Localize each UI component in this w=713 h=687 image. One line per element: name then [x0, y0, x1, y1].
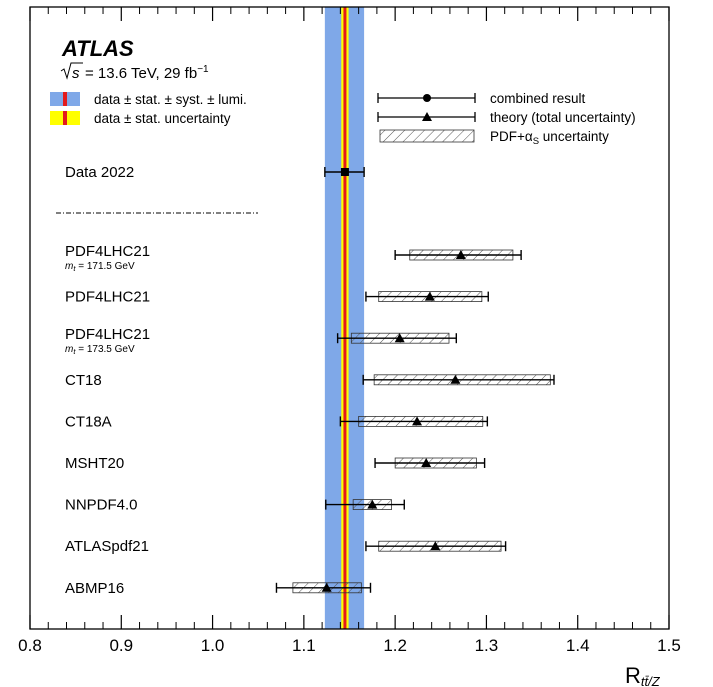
- prediction-row: CT18: [65, 372, 555, 389]
- prediction-label: ATLASpdf21: [65, 538, 149, 555]
- legend-total-label: data ± stat. ± syst. ± lumi.: [94, 92, 247, 107]
- theory-marker: [424, 291, 435, 301]
- prediction-row: PDF4LHC21: [65, 289, 489, 306]
- sqrt-symbol: [60, 62, 83, 80]
- prediction-row: MSHT20: [65, 455, 486, 472]
- legend-stat-central: [63, 111, 67, 125]
- prediction-label: PDF4LHC21: [65, 326, 150, 343]
- svg-text:= 13.6 TeV, 29 fb−1: = 13.6 TeV, 29 fb−1: [85, 64, 209, 82]
- theory-marker: [450, 374, 461, 384]
- data-bands: [324, 7, 365, 629]
- x-tick-label: 0.9: [109, 636, 133, 655]
- prediction-label: CT18: [65, 372, 102, 389]
- legend-circle-marker: [423, 94, 431, 102]
- prediction-label: PDF4LHC21: [65, 243, 150, 260]
- data-marker: [340, 168, 349, 176]
- x-tick-label: 0.8: [18, 636, 42, 655]
- prediction-label: NNPDF4.0: [65, 497, 138, 514]
- data-row: Data 2022: [65, 164, 365, 181]
- legend-theory-label: theory (total uncertainty): [490, 110, 636, 125]
- theory-marker: [412, 416, 423, 426]
- data-row-label: Data 2022: [65, 164, 134, 181]
- legend-pdf-label: PDF+αS uncertainty: [490, 129, 609, 147]
- theory-marker: [367, 499, 378, 509]
- legend-total-central: [63, 92, 67, 106]
- prediction-label: CT18A: [65, 413, 112, 430]
- prediction-row: ABMP16: [65, 580, 372, 597]
- x-tick-label: 1.4: [566, 636, 590, 655]
- prediction-row: CT18A: [65, 413, 489, 430]
- x-axis-title: Rtt̄/Z: [625, 663, 661, 687]
- x-tick-label: 1.2: [383, 636, 407, 655]
- x-tick-label: 1.1: [292, 636, 316, 655]
- data-central-line: [343, 7, 347, 629]
- svg-text:s: s: [72, 65, 80, 82]
- plot-frame: [29, 6, 670, 630]
- experiment-label: ATLAS: [61, 36, 134, 61]
- prediction-row: NNPDF4.0: [65, 497, 405, 514]
- theory-marker: [321, 582, 332, 592]
- prediction-label: ABMP16: [65, 580, 124, 597]
- prediction-label: MSHT20: [65, 455, 124, 472]
- legend-stat-label: data ± stat. uncertainty: [94, 111, 231, 126]
- legend-triangle-marker: [422, 112, 432, 121]
- theory-marker: [394, 333, 405, 343]
- prediction-row: ATLASpdf21: [65, 538, 507, 555]
- prediction-label: PDF4LHC21: [65, 289, 150, 306]
- prediction-sublabel: mt = 171.5 GeV: [65, 261, 135, 273]
- legend-right: combined result theory (total uncertaint…: [377, 91, 636, 147]
- legend-left: data ± stat. ± syst. ± lumi. data ± stat…: [50, 92, 247, 126]
- legend-combined-label: combined result: [490, 91, 586, 106]
- theory-marker: [430, 541, 441, 551]
- energy-label: s = 13.6 TeV, 29 fb−1: [60, 62, 209, 82]
- legend-pdf-swatch: [379, 129, 475, 143]
- theory-marker: [421, 458, 432, 467]
- prediction-sublabel: mt = 173.5 GeV: [65, 344, 135, 356]
- x-tick-label: 1.3: [475, 636, 499, 655]
- x-axis: 0.8 0.9 1.0 1.1 1.2 1.3 1.4 1.5: [18, 7, 681, 655]
- theory-marker: [455, 250, 466, 259]
- x-tick-label: 1.0: [201, 636, 225, 655]
- x-tick-label: 1.5: [657, 636, 681, 655]
